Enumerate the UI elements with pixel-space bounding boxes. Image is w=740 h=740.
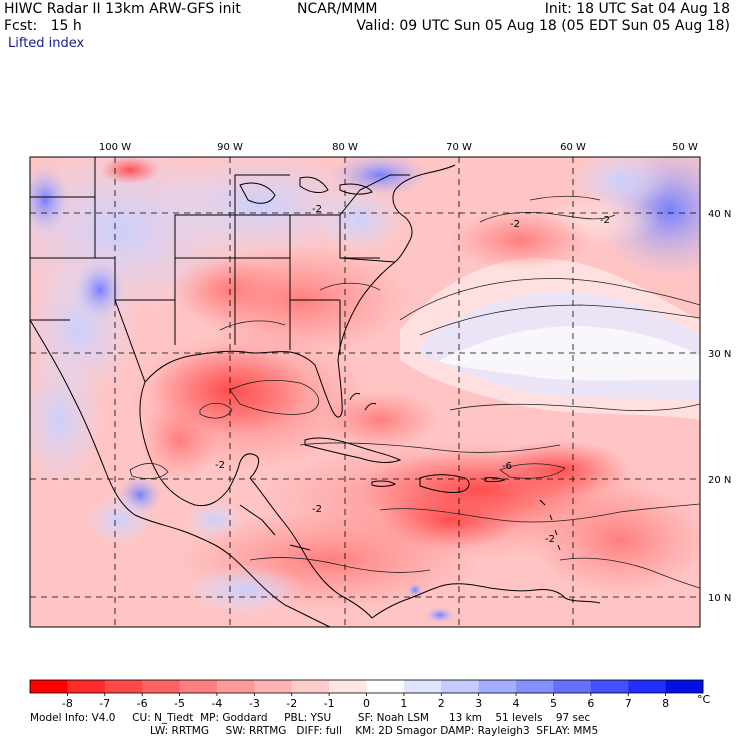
- contour-label: -2: [600, 215, 610, 226]
- colorbar-label: 7: [625, 697, 632, 710]
- colorbar-label: -2: [286, 697, 297, 710]
- colorbar-swatch: [254, 680, 293, 693]
- institution-label: NCAR/MMM: [297, 1, 378, 17]
- colorbar-label: 3: [475, 697, 482, 710]
- colorbar-label: 8: [662, 697, 669, 710]
- colorbar-label: 0: [363, 697, 370, 710]
- contour-lines: [129, 195, 700, 589]
- lat-label: 10 N: [708, 593, 731, 604]
- model-info-line2: LW: RRTMG SW: RRTMG DIFF: full KM: 2D Sm…: [150, 725, 599, 737]
- colorbar-swatch: [291, 680, 330, 693]
- forecast-hour: Fcst: 15 h: [4, 18, 82, 34]
- colorbar-swatch: [441, 680, 480, 693]
- colorbar-swatch: [329, 680, 367, 693]
- contour-label: -2: [545, 534, 555, 545]
- colorbar-swatch: [665, 680, 704, 693]
- colorbar-label: -5: [174, 697, 185, 710]
- lon-label: 100 W: [99, 142, 131, 153]
- colorbar-label: -1: [324, 697, 335, 710]
- contour-label: -2: [510, 219, 520, 230]
- contour-label: -6: [502, 461, 512, 472]
- colorbar-label: -6: [137, 697, 148, 710]
- colorbar-label: 4: [513, 697, 520, 710]
- colorbar-unit: °C: [697, 693, 711, 706]
- latitude-labels: 40 N 30 N 20 N 10 N: [708, 209, 731, 604]
- contour-label-group: -2 -2 -2 -2 -2 -2 -6: [215, 204, 610, 545]
- model-title: HIWC Radar II 13km ARW-GFS init: [4, 1, 241, 17]
- colorbar-label: 6: [587, 697, 594, 710]
- contour-label: -2: [312, 204, 322, 215]
- lat-lon-grid: [30, 157, 700, 627]
- colorbar-swatch: [516, 680, 554, 693]
- colorbar-swatch: [216, 680, 255, 693]
- colorbar-swatch: [30, 680, 68, 693]
- lon-label: 80 W: [332, 142, 358, 153]
- colorbar-swatch: [366, 680, 405, 693]
- lon-label: 60 W: [560, 142, 586, 153]
- colorbar-swatch: [553, 680, 592, 693]
- colorbar-label: -8: [62, 697, 73, 710]
- lon-label: 70 W: [446, 142, 472, 153]
- colorbar-swatch: [179, 680, 218, 693]
- colorbar-label: 1: [400, 697, 407, 710]
- colorbar-swatch: [403, 680, 442, 693]
- colorbar-label: 2: [438, 697, 445, 710]
- colorbar: -8 -7 -6 -5 -4 -3 -2 -1 0 1 2 3 4 5 6 7 8: [29, 679, 704, 710]
- map-frame: [29, 156, 701, 628]
- colorbar-label: -4: [211, 697, 222, 710]
- variable-name: Lifted index: [8, 36, 85, 51]
- colorbar-swatch: [104, 680, 143, 693]
- lon-label: 50 W: [672, 142, 698, 153]
- colorbar-swatch: [142, 680, 180, 693]
- lat-label: 40 N: [708, 209, 731, 220]
- colorbar-swatch: [590, 680, 629, 693]
- model-info-line1: Model Info: V4.0 CU: N_Tiedt MP: Goddard…: [30, 712, 591, 724]
- colorbar-swatch: [67, 680, 106, 693]
- coastlines: [30, 157, 601, 627]
- colorbar-label: 5: [550, 697, 557, 710]
- lon-label: 90 W: [217, 142, 243, 153]
- colorbar-swatch: [478, 680, 517, 693]
- colorbar-label: -3: [249, 697, 260, 710]
- colorbar-label: -7: [99, 697, 110, 710]
- valid-time: Valid: 09 UTC Sun 05 Aug 18 (05 EDT Sun …: [356, 18, 730, 34]
- contour-label: -2: [312, 504, 322, 515]
- contour-label: -2: [215, 460, 225, 471]
- longitude-labels: 100 W 90 W 80 W 70 W 60 W 50 W: [99, 142, 698, 153]
- init-time: Init: 18 UTC Sat 04 Aug 18: [544, 1, 730, 17]
- lat-label: 20 N: [708, 475, 731, 486]
- lat-label: 30 N: [708, 349, 731, 360]
- colorbar-swatch: [628, 680, 667, 693]
